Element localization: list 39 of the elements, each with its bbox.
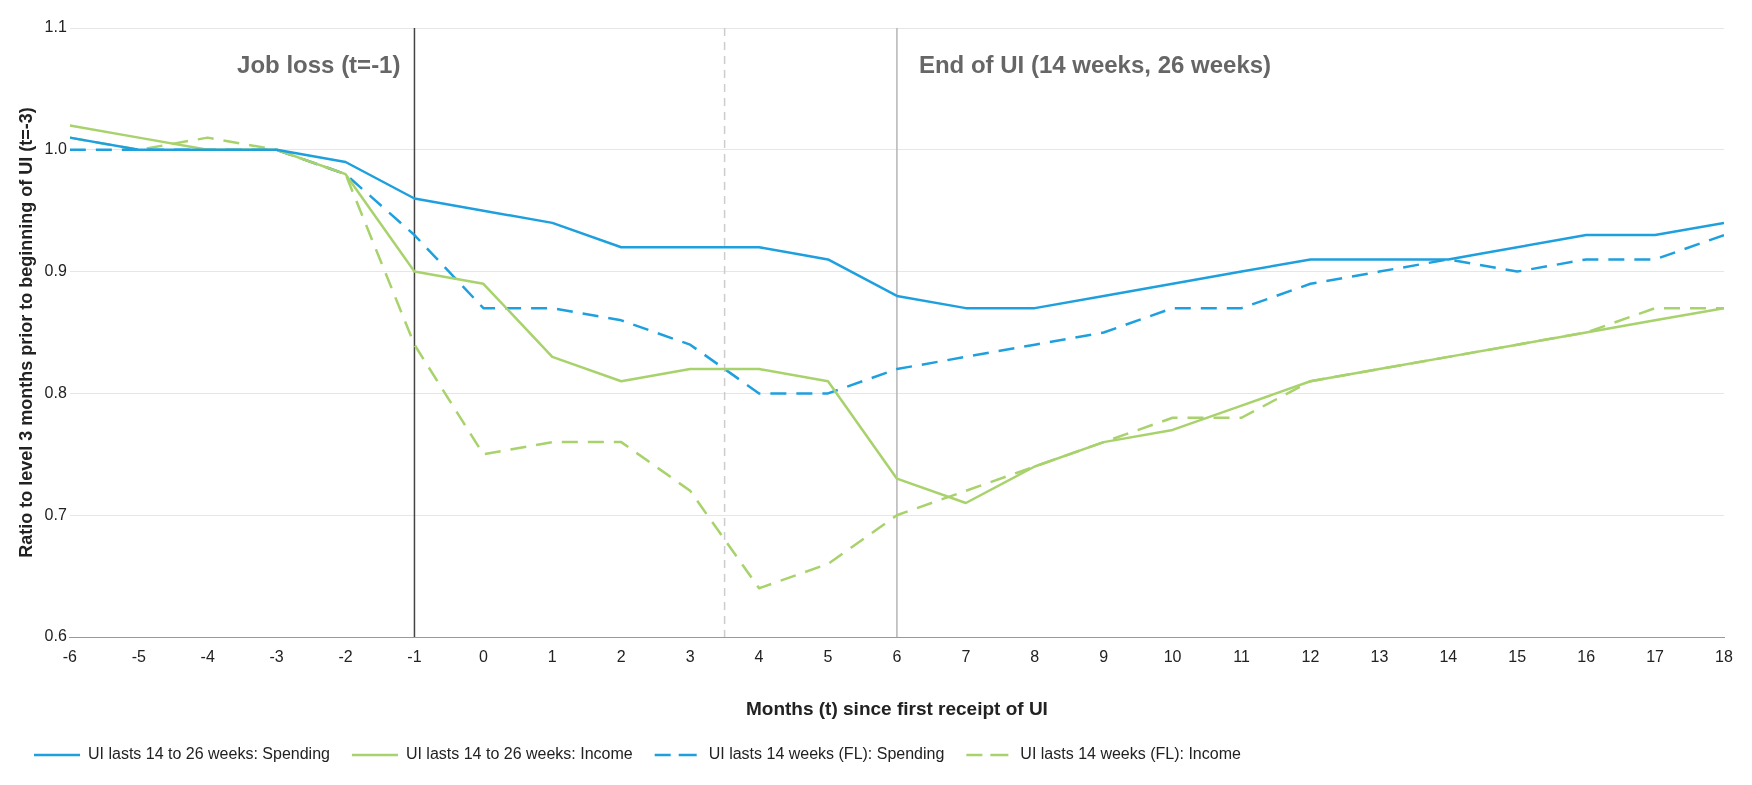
x-tick-label: 6 <box>892 648 902 666</box>
x-tick-label: -5 <box>131 648 146 666</box>
x-tick-label: 13 <box>1370 648 1389 666</box>
x-tick-label: -4 <box>200 648 215 666</box>
x-tick-label: 17 <box>1646 648 1665 666</box>
x-tick-label: 4 <box>754 648 764 666</box>
x-tick-label: 15 <box>1508 648 1527 666</box>
x-tick-label: -3 <box>269 648 284 666</box>
x-tick-label: 16 <box>1577 648 1596 666</box>
legend-label: UI lasts 14 weeks (FL): Income <box>1020 745 1241 763</box>
x-tick-label: 7 <box>961 648 971 666</box>
x-axis-title: Months (t) since first receipt of UI <box>745 697 1048 719</box>
x-tick-label: -6 <box>62 648 78 666</box>
x-tick-label: 2 <box>616 648 626 666</box>
x-tick-label: -1 <box>407 648 422 666</box>
y-tick-label: 0.6 <box>44 627 67 645</box>
x-tick-label: 11 <box>1233 648 1250 666</box>
x-tick-label: 10 <box>1163 648 1182 666</box>
x-tick-label: -2 <box>338 648 353 666</box>
x-tick-label: 8 <box>1030 648 1040 666</box>
y-tick-label: 1.1 <box>44 18 67 36</box>
x-tick-label: 18 <box>1715 648 1733 666</box>
x-tick-label: 1 <box>547 648 557 666</box>
ref-line-label: Job loss (t=-1) <box>237 50 401 78</box>
y-tick-label: 1.0 <box>44 140 67 158</box>
y-tick-label: 0.7 <box>44 505 67 523</box>
legend-label: UI lasts 14 to 26 weeks: Income <box>405 745 633 763</box>
x-tick-label: 0 <box>478 648 488 666</box>
legend-label: UI lasts 14 weeks (FL): Spending <box>708 745 945 763</box>
x-tick-label: 3 <box>685 648 695 666</box>
x-tick-label: 14 <box>1439 648 1458 666</box>
y-tick-label: 0.9 <box>44 262 67 280</box>
y-tick-label: 0.8 <box>44 383 67 401</box>
x-tick-label: 9 <box>1099 648 1109 666</box>
x-tick-label: 5 <box>823 648 833 666</box>
x-tick-label: 12 <box>1301 648 1320 666</box>
legend-label: UI lasts 14 to 26 weeks: Spending <box>88 745 330 763</box>
ref-line-label: End of UI (14 weeks, 26 weeks) <box>918 50 1272 78</box>
y-axis-title: Ratio to level 3 months prior to beginning of UI (t=-3) <box>15 107 36 558</box>
